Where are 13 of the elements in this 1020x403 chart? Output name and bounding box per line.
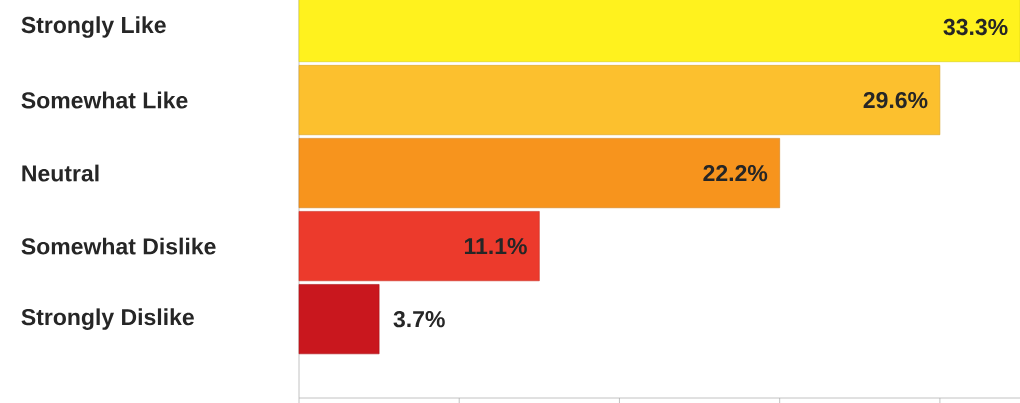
- y-tick-label: Somewhat Dislike: [21, 237, 216, 255]
- data-label: 3.7%: [393, 310, 445, 328]
- bar: [298, 138, 780, 209]
- y-tick-label: Strongly Like: [21, 16, 166, 38]
- y-tick-label: Neutral: [22, 164, 99, 182]
- data-label: 22.2%: [703, 164, 768, 182]
- y-tick-label: Somewhat Like: [21, 91, 188, 109]
- bar: [298, 284, 380, 355]
- bar: [298, 211, 540, 282]
- y-tick-label: Strongly Dislike: [21, 308, 194, 330]
- data-label: 33.3%: [943, 18, 1008, 36]
- data-label: 29.6%: [863, 91, 928, 109]
- data-label: 11.1%: [464, 238, 527, 255]
